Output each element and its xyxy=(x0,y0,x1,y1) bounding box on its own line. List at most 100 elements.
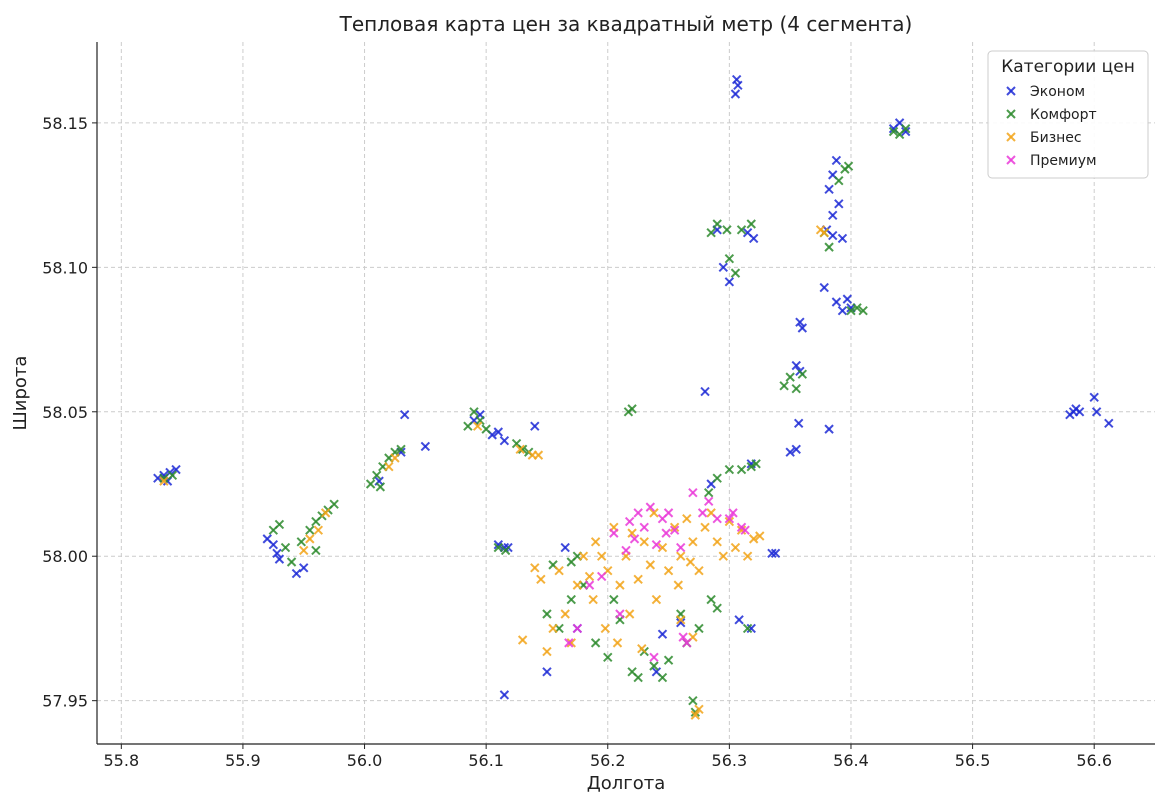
data-point xyxy=(718,262,728,273)
data-point xyxy=(375,482,386,492)
data-point xyxy=(320,508,331,518)
y-tick-label: 58.15 xyxy=(42,114,88,133)
data-point xyxy=(712,537,722,547)
data-point xyxy=(305,525,315,535)
data-point xyxy=(828,210,838,221)
data-point xyxy=(834,199,844,209)
data-point xyxy=(600,623,611,634)
data-point xyxy=(584,571,595,582)
data-point xyxy=(469,407,479,417)
x-tick-label: 55.9 xyxy=(225,751,261,770)
data-point xyxy=(837,305,848,316)
data-point xyxy=(609,528,619,538)
data-point xyxy=(475,415,485,426)
data-point xyxy=(797,369,808,379)
data-point xyxy=(673,580,683,590)
data-point xyxy=(1091,407,1102,417)
data-point xyxy=(724,464,735,475)
data-point xyxy=(596,571,607,582)
data-point xyxy=(548,623,558,634)
data-point xyxy=(858,305,868,316)
data-point xyxy=(712,473,722,483)
data-point xyxy=(724,277,735,287)
x-tick-label: 56.4 xyxy=(833,751,869,770)
data-point xyxy=(795,317,805,327)
data-point xyxy=(274,554,285,564)
data-point xyxy=(1074,407,1085,417)
data-point xyxy=(1104,418,1114,429)
data-point xyxy=(615,609,625,619)
data-point xyxy=(530,563,540,573)
data-point xyxy=(578,551,589,561)
data-point xyxy=(685,557,696,567)
data-point xyxy=(542,667,552,677)
data-point xyxy=(493,542,504,553)
data-point xyxy=(688,487,698,498)
data-point xyxy=(742,551,753,561)
legend-label: Бизнес xyxy=(1030,130,1082,146)
data-point xyxy=(624,516,635,527)
data-point xyxy=(731,74,742,85)
data-point xyxy=(399,409,410,420)
data-point xyxy=(291,568,302,579)
data-point xyxy=(736,525,747,535)
data-point xyxy=(481,424,491,434)
data-point xyxy=(842,294,853,304)
data-point xyxy=(493,539,504,550)
data-point xyxy=(730,89,741,99)
data-point xyxy=(736,464,747,475)
data-point xyxy=(828,230,838,241)
data-point xyxy=(900,123,911,134)
data-point xyxy=(661,528,671,538)
data-point xyxy=(649,508,659,518)
data-point xyxy=(657,629,668,639)
data-point xyxy=(588,594,598,605)
data-point xyxy=(834,175,844,186)
series-Премиум xyxy=(564,487,750,663)
data-point xyxy=(542,609,552,619)
data-point xyxy=(703,487,714,498)
legend-label: Премиум xyxy=(1030,153,1097,169)
legend-marker xyxy=(1006,155,1016,165)
data-point xyxy=(629,534,640,544)
data-point xyxy=(728,508,738,518)
data-point xyxy=(651,594,662,605)
data-point xyxy=(843,161,854,171)
data-point xyxy=(159,476,169,486)
data-point xyxy=(819,227,829,238)
data-point xyxy=(770,548,781,559)
data-point xyxy=(615,580,625,590)
data-point xyxy=(500,545,511,556)
data-point xyxy=(272,548,282,559)
data-point xyxy=(736,225,747,235)
data-point xyxy=(700,386,710,397)
data-point xyxy=(657,542,668,553)
data-point xyxy=(299,563,309,573)
x-axis-ticks: 55.8 55.9 56.0 56.1 56.2 56.3 56.4 56.5 56.6 xyxy=(104,744,1112,770)
data-point xyxy=(159,473,169,483)
data-point xyxy=(730,268,741,278)
x-axis-title: Долгота xyxy=(587,773,666,794)
data-point xyxy=(584,580,595,590)
data-point xyxy=(645,502,656,512)
data-point xyxy=(560,542,570,553)
data-point xyxy=(688,537,698,547)
data-point xyxy=(755,531,765,541)
data-point xyxy=(824,184,834,195)
data-point xyxy=(748,233,759,244)
data-point xyxy=(609,594,619,605)
data-point xyxy=(645,560,656,570)
data-point xyxy=(329,499,339,509)
data-point xyxy=(740,525,750,535)
data-point xyxy=(590,537,601,547)
data-point xyxy=(493,427,504,437)
data-point xyxy=(678,632,688,642)
data-point xyxy=(530,421,540,431)
data-point xyxy=(296,537,307,547)
data-point xyxy=(697,508,708,518)
data-point xyxy=(517,635,528,645)
data-point xyxy=(706,594,716,605)
data-point xyxy=(396,444,406,455)
data-point xyxy=(536,574,546,585)
